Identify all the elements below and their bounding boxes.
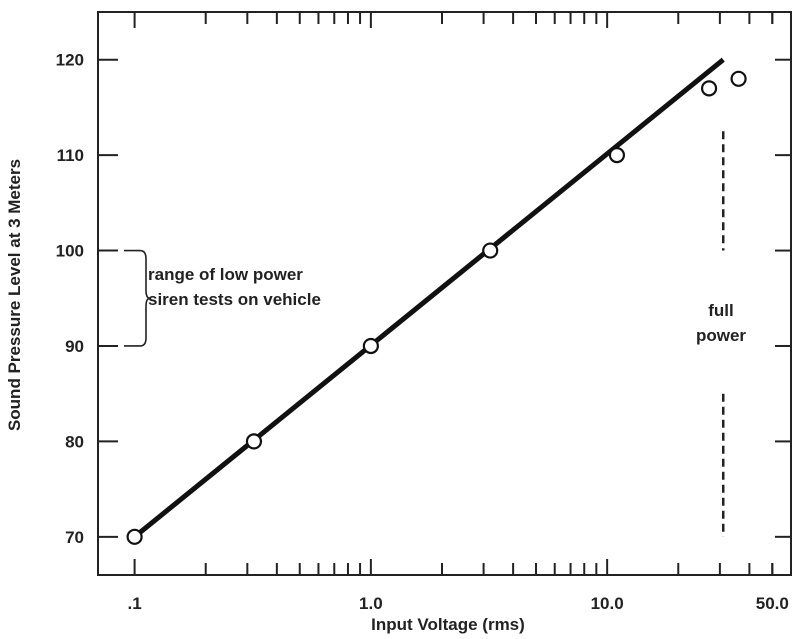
low-power-bracket bbox=[124, 249, 151, 347]
data-point bbox=[482, 242, 499, 259]
data-point bbox=[245, 433, 263, 450]
data-point bbox=[126, 528, 143, 545]
y-axis-title: Sound Pressure Level at 3 Meters bbox=[5, 159, 24, 431]
data-points bbox=[126, 70, 747, 545]
low-power-annotation: range of low power siren tests on vehicl… bbox=[124, 249, 321, 347]
x-tick-label: 50.0 bbox=[756, 594, 789, 613]
axis-ticks bbox=[98, 12, 792, 575]
y-tick-label: 70 bbox=[65, 528, 84, 547]
tick-labels: .1 1.0 10.0 50.0 70 80 90 100 110 120 bbox=[56, 51, 789, 613]
y-tick-label: 80 bbox=[65, 432, 84, 451]
data-point bbox=[362, 337, 379, 355]
x-axis-title: Input Voltage (rms) bbox=[371, 615, 525, 634]
y-tick-label: 90 bbox=[65, 337, 84, 356]
data-point bbox=[700, 80, 718, 97]
y-tick-label: 110 bbox=[57, 146, 84, 165]
full-power-annotation: full power bbox=[696, 131, 746, 537]
fit-line bbox=[133, 57, 725, 539]
y-tick-label: 120 bbox=[56, 51, 84, 70]
full-power-label-line1: full bbox=[708, 301, 734, 320]
data-point bbox=[608, 147, 626, 164]
plot-frame bbox=[97, 11, 792, 576]
x-tick-label: .1 bbox=[128, 594, 142, 613]
y-tick-label: 100 bbox=[56, 242, 84, 261]
low-power-label-line2: siren tests on vehicle bbox=[148, 290, 321, 309]
x-tick-label: 10.0 bbox=[591, 594, 624, 613]
full-power-label-line2: power bbox=[696, 326, 746, 345]
x-tick-label: 1.0 bbox=[359, 594, 383, 613]
data-point bbox=[730, 70, 747, 87]
low-power-label-line1: range of low power bbox=[148, 265, 303, 284]
